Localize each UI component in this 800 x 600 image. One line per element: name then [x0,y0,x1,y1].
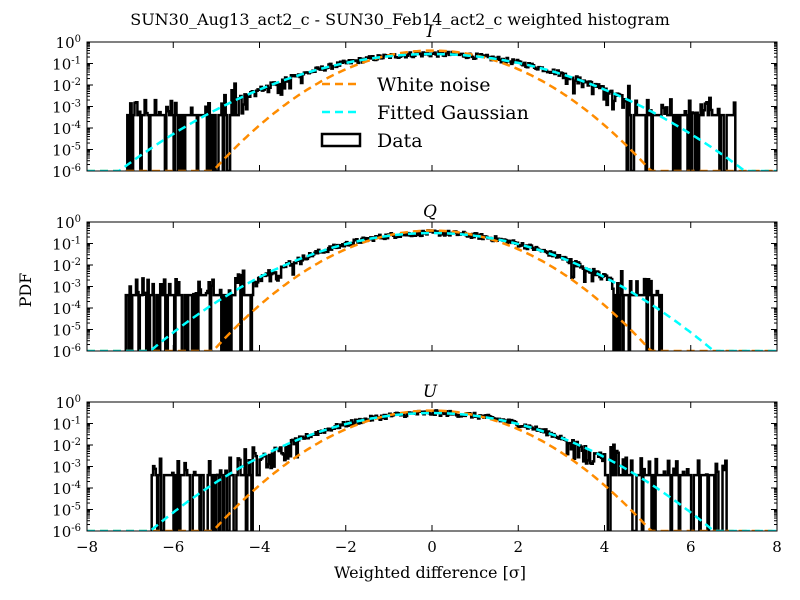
x-tick-label: 2 [513,538,523,556]
legend-label: White noise [377,74,491,96]
data-histogram [124,229,664,351]
y-tick-label: 10-2 [52,77,81,95]
y-tick-label-base: 10 [52,523,71,541]
y-tick-label-exponent: -6 [71,523,81,534]
data-histogram-line [150,409,728,531]
y-tick-label-exponent: -3 [71,459,81,470]
x-tick-label: −8 [76,538,98,556]
data-histogram-line [124,229,664,351]
legend-label: Fitted Gaussian [377,102,529,124]
y-tick-label-exponent: -4 [71,480,81,491]
y-tick-label-base: 10 [52,416,71,434]
y-tick-label-base: 10 [52,343,71,361]
y-tick-label-base: 10 [52,300,71,318]
y-tick-label-base: 10 [56,34,75,52]
figure-suptitle: SUN30_Aug13_act2_c - SUN30_Feb14_act2_c … [130,10,670,29]
y-tick-label-base: 10 [52,163,71,181]
y-tick-label-base: 10 [52,77,71,95]
y-tick-label-exponent: -4 [71,120,81,131]
y-tick-label-exponent: -3 [71,99,81,110]
axes-frame [86,221,778,352]
y-tick-label-exponent: -6 [71,343,81,354]
white-noise-curve [87,49,777,171]
y-tick-label-exponent: -5 [71,142,81,153]
y-tick-label-exponent: -3 [71,279,81,290]
white-noise-curve [87,409,777,531]
panel-title: U [423,382,438,402]
y-tick-label: 100 [56,214,81,232]
y-tick-label-base: 10 [52,480,71,498]
y-tick-label-base: 10 [52,459,71,477]
y-tick-label-base: 10 [52,322,71,340]
y-tick-label: 10-1 [52,416,81,434]
y-tick-label-base: 10 [52,502,71,520]
y-tick-label: 100 [56,394,81,412]
y-tick-label-exponent: 0 [75,394,81,405]
y-tick-label: 10-4 [52,480,81,498]
y-tick-label-exponent: -5 [71,322,81,333]
x-tick-label: −6 [162,538,184,556]
y-tick-label-exponent: -1 [71,236,81,247]
y-tick-label: 10-3 [52,99,81,117]
x-axis-label: Weighted difference [σ] [334,563,526,582]
y-tick-label-base: 10 [56,394,75,412]
y-tick-label: 10-4 [52,300,81,318]
y-tick-label: 10-5 [52,142,81,160]
panel-title: Q [423,202,437,222]
y-tick-label-base: 10 [52,257,71,275]
y-tick-label-base: 10 [52,236,71,254]
y-tick-label-exponent: -2 [71,77,81,88]
y-tick-label-base: 10 [52,437,71,455]
legend: White noise Fitted Gaussian Data [320,74,529,152]
fitted-gaussian-curve [87,52,777,171]
y-tick-label-exponent: -5 [71,502,81,513]
x-tick-label: 0 [427,538,437,556]
y-tick-label-base: 10 [52,56,71,74]
y-tick-label-base: 10 [52,99,71,117]
y-tick-label: 10-1 [52,236,81,254]
y-tick-label: 10-3 [52,279,81,297]
y-tick-label: 10-4 [52,120,81,138]
y-tick-label-base: 10 [56,214,75,232]
y-tick-label: 10-1 [52,56,81,74]
white-noise-curve [87,229,777,351]
x-tick-label: 4 [600,538,610,556]
y-tick-label-exponent: -6 [71,163,81,174]
data-histogram [150,409,728,531]
y-tick-label: 10-2 [52,437,81,455]
y-tick-label-base: 10 [52,279,71,297]
y-tick-label-exponent: 0 [75,34,81,45]
y-tick-label: 10-6 [52,523,81,541]
y-tick-label: 10-5 [52,322,81,340]
y-tick-label-exponent: 0 [75,214,81,225]
x-tick-label: 8 [772,538,782,556]
x-tick-label: −2 [335,538,357,556]
y-tick-label: 10-3 [52,459,81,477]
y-tick-label-exponent: -4 [71,300,81,311]
legend-swatch [320,132,362,148]
y-tick-label-exponent: -2 [71,437,81,448]
y-tick-label-exponent: -1 [71,416,81,427]
y-tick-label: 10-6 [52,343,81,361]
legend-label: Data [377,130,423,152]
panel-title: I [426,22,434,42]
y-tick-label: 10-2 [52,257,81,275]
x-tick-label: 6 [686,538,696,556]
y-tick-label-exponent: -2 [71,257,81,268]
y-tick-label-base: 10 [52,120,71,138]
y-tick-label: 10-6 [52,163,81,181]
y-axis-label: PDF [16,273,35,308]
y-tick-label: 100 [56,34,81,52]
x-tick-label: −4 [248,538,270,556]
y-tick-label: 10-5 [52,502,81,520]
fitted-gaussian-curve [87,231,777,351]
y-tick-label-exponent: -1 [71,56,81,67]
y-tick-label-base: 10 [52,142,71,160]
